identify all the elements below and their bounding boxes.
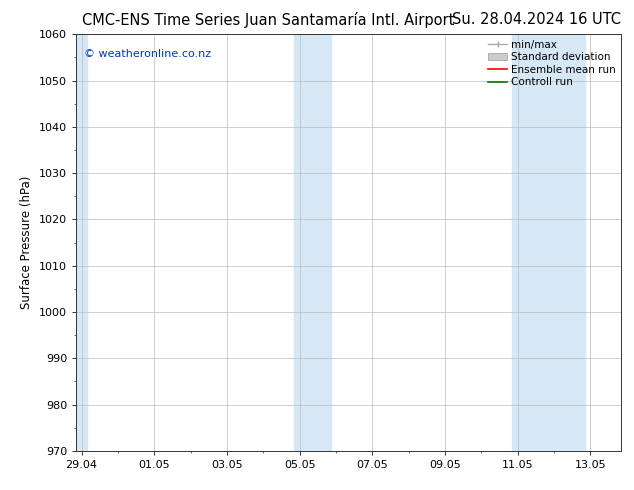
Y-axis label: Surface Pressure (hPa): Surface Pressure (hPa): [20, 176, 34, 309]
Text: Su. 28.04.2024 16 UTC: Su. 28.04.2024 16 UTC: [452, 12, 621, 27]
Legend: min/max, Standard deviation, Ensemble mean run, Controll run: min/max, Standard deviation, Ensemble me…: [488, 40, 616, 87]
Bar: [294, 34, 330, 451]
Text: © weatheronline.co.nz: © weatheronline.co.nz: [84, 49, 211, 59]
Bar: [512, 34, 585, 451]
Bar: [76, 34, 87, 451]
Text: CMC-ENS Time Series Juan Santamaría Intl. Airport: CMC-ENS Time Series Juan Santamaría Intl…: [82, 12, 455, 28]
